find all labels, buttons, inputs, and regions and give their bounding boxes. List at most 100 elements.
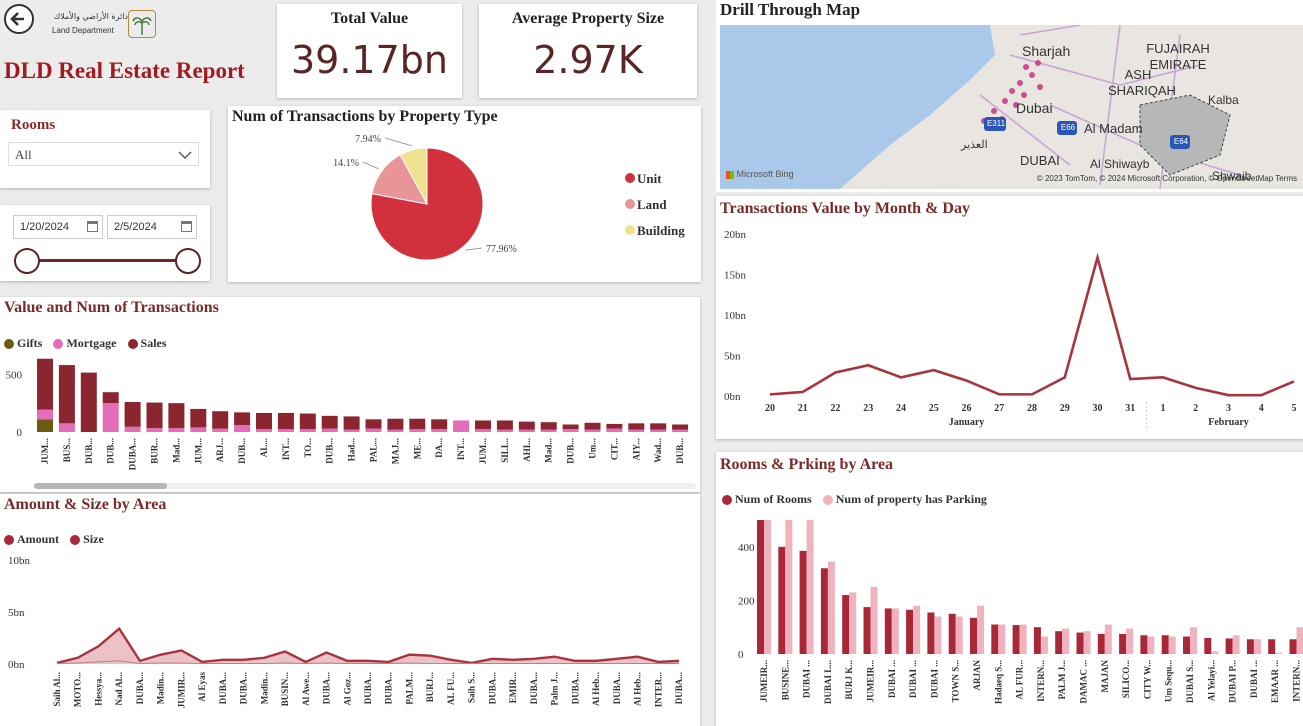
logo-text-ar: دائرة الأراضي والأملاك [53, 12, 128, 21]
area-size-line [56, 660, 679, 664]
bar-num-rooms [1076, 632, 1084, 654]
bar-mortgage [37, 409, 53, 420]
area-x-label: Hessya... [93, 672, 103, 706]
pie-legend-dot [625, 199, 635, 209]
rooms-x-label: Hadaeq S... [993, 660, 1003, 704]
bar-parking [1104, 624, 1112, 654]
rooms-x-label: ARJAN [972, 660, 982, 691]
area-x-label: DUBA... [135, 672, 145, 704]
rooms-slicer-label: Rooms [11, 117, 56, 133]
pie-chart-card: Num of Transactions by Property Type 77.… [228, 106, 701, 282]
rooms-x-label: EMAAR ... [1270, 660, 1280, 703]
date-range-end-handle[interactable] [175, 248, 201, 274]
date-end-field[interactable]: 2/5/2024 [107, 215, 197, 239]
bar-sales [146, 402, 163, 428]
line-x-label: 4 [1259, 403, 1264, 414]
bar-num-rooms [1204, 637, 1212, 654]
rooms-y-tick: 400 [738, 542, 755, 554]
legend-size[interactable]: Size [70, 532, 104, 546]
bar-x-label: BUS... [62, 438, 72, 462]
rooms-dropdown[interactable]: All [8, 142, 199, 166]
map-canvas[interactable]: Sharjah FUJAIRAH EMIRATE ASH SHARIQAH Ka… [720, 25, 1303, 189]
legend-size-dot [70, 535, 81, 546]
map-title: Drill Through Map [720, 0, 861, 19]
bar-x-label: DUB... [675, 438, 685, 464]
bar-num-rooms [842, 595, 850, 654]
legend-sales[interactable]: Sales [127, 336, 167, 350]
header-area: دائرة الأراضي والأملاك Land Department D… [0, 0, 270, 100]
bar-parking [1232, 635, 1240, 654]
legend-gifts-dot [4, 339, 14, 350]
bar-sales [277, 412, 294, 430]
legend-parking[interactable]: Num of property has Parking [822, 492, 987, 506]
bar-parking [891, 608, 899, 654]
pie-data-label: 14.1% [333, 158, 359, 169]
line-x-label: 29 [1060, 403, 1070, 414]
bar-sales [387, 418, 404, 430]
line-y-tick: 5bn [724, 351, 741, 363]
pie-leader-line [362, 161, 379, 170]
back-arrow-icon[interactable] [4, 4, 34, 34]
legend-mortgage[interactable]: Mortgage [53, 336, 116, 350]
area-x-label: Saih S... [467, 672, 477, 703]
bar-num-rooms [778, 546, 786, 654]
bar-parking [1168, 636, 1176, 654]
line-x-label: 5 [1292, 403, 1297, 414]
line-y-tick: 20bn [724, 229, 747, 241]
bar-num-rooms [757, 520, 764, 654]
bar-x-label: PAL... [369, 438, 379, 462]
bar-sales [562, 424, 579, 430]
bar-mortgage [102, 403, 119, 432]
bar-x-label: DA... [434, 438, 444, 458]
calendar-icon [181, 221, 192, 232]
pie-slice-building [399, 147, 428, 205]
bar-x-label: Mad... [171, 438, 181, 463]
map-attribution[interactable]: © 2023 TomTom, © 2024 Microsoft Corporat… [1036, 174, 1297, 183]
line-x-label: 23 [863, 403, 873, 414]
area-x-label: JUMIR... [176, 672, 186, 708]
bing-logo: Microsoft Bing [726, 169, 794, 179]
bar-sales [321, 415, 338, 429]
area-y-tick: 10bn [8, 555, 31, 567]
line-chart-card: Transactions Value by Month & Day 0bn 5bn… [716, 196, 1303, 439]
map-label-shwaib: Shwaib [1212, 169, 1252, 183]
bar-chart-card: Value and Num of Transactions Gifts Mort… [0, 297, 700, 492]
legend-mortgage-dot [53, 339, 64, 350]
rooms-x-label: Al Yelayi... [1206, 660, 1216, 701]
line-x-label: 28 [1027, 403, 1037, 414]
bar-x-label: Had... [347, 438, 357, 461]
date-start-field[interactable]: 1/20/2024 [13, 215, 103, 239]
bar-chart-scrollbar[interactable] [34, 483, 696, 489]
rooms-x-label: BUSINE... [780, 660, 790, 700]
avg-size-value: 2.97K [533, 38, 643, 82]
map-label-ash-shariqah: ASH SHARIQAH [1108, 67, 1176, 98]
bar-parking [1190, 627, 1197, 654]
pie-chart-title: Num of Transactions by Property Type [232, 108, 498, 125]
legend-rooms-dot [722, 495, 732, 506]
rooms-x-label: CITY W... [1142, 660, 1152, 699]
legend-num-rooms[interactable]: Num of Rooms [722, 492, 812, 506]
bar-x-label: DUB... [237, 438, 247, 464]
date-slicer: 1/20/2024 2/5/2024 [0, 205, 210, 281]
line-x-label: 2 [1193, 403, 1198, 414]
bar-sales [58, 365, 75, 424]
area-x-label: DUBA... [218, 672, 228, 704]
legend-amount[interactable]: Amount [4, 532, 59, 546]
bar-sales [606, 423, 623, 429]
bar-x-label: TO... [303, 438, 313, 458]
total-value-label: Total Value [330, 10, 409, 27]
bar-mortgage [124, 426, 141, 432]
legend-gifts[interactable]: Gifts [4, 336, 42, 350]
area-x-label: Palm J... [550, 672, 560, 706]
bar-mortgage [299, 429, 316, 432]
map-label-dubai: DUBAI [1020, 153, 1060, 168]
line-x-label: 30 [1093, 403, 1103, 414]
rooms-chart-legend: Num of Rooms Num of property has Parking [722, 488, 993, 507]
bar-sales [124, 402, 141, 427]
bar-mortgage [409, 429, 426, 432]
scrollbar-thumb[interactable] [34, 483, 167, 489]
bar-mortgage [431, 429, 448, 432]
date-range-start-handle[interactable] [14, 248, 40, 274]
bar-mortgage [672, 429, 689, 432]
pie-leader-line [384, 137, 413, 147]
